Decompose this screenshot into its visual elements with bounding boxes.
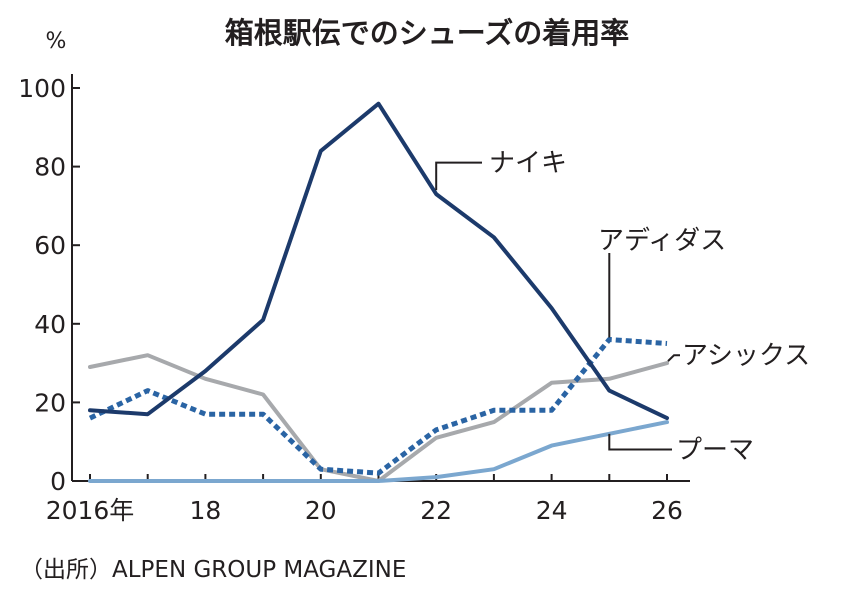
axes: 0 20 40 60 80 100 2016年 18 20 22 24 26	[18, 74, 690, 525]
series-line	[88, 353, 669, 483]
series-label: ナイキ	[489, 149, 567, 179]
y-tick-label: 80	[34, 153, 66, 182]
y-tick-label: 0	[50, 467, 66, 496]
series-label: プーマ	[676, 436, 754, 466]
series-label: アシックス	[682, 341, 810, 371]
x-tick-label: 2016年	[46, 496, 135, 525]
source-note: （出所）ALPEN GROUP MAGAZINE	[20, 557, 406, 583]
y-tick-label: 60	[34, 231, 66, 260]
y-tick-label: 20	[34, 388, 66, 417]
x-tick-label: 22	[420, 496, 452, 525]
x-tick-label: 26	[651, 496, 683, 525]
x-tick-label: 24	[536, 496, 568, 525]
series-layer	[88, 101, 669, 483]
series-label-leader	[608, 433, 672, 451]
series-line	[88, 101, 669, 421]
chart-title: 箱根駅伝でのシューズの着用率	[225, 16, 630, 50]
x-tick-label: 20	[305, 496, 337, 525]
series-line	[88, 420, 669, 483]
series-label: アディダス	[598, 226, 726, 256]
series-label-leader	[667, 354, 680, 362]
series-line	[88, 337, 668, 476]
y-tick-label: 100	[18, 74, 66, 103]
y-unit-label: %	[46, 29, 67, 54]
series-label-leader	[435, 161, 482, 191]
y-tick-label: 40	[34, 310, 66, 339]
x-tick-label: 18	[189, 496, 221, 525]
